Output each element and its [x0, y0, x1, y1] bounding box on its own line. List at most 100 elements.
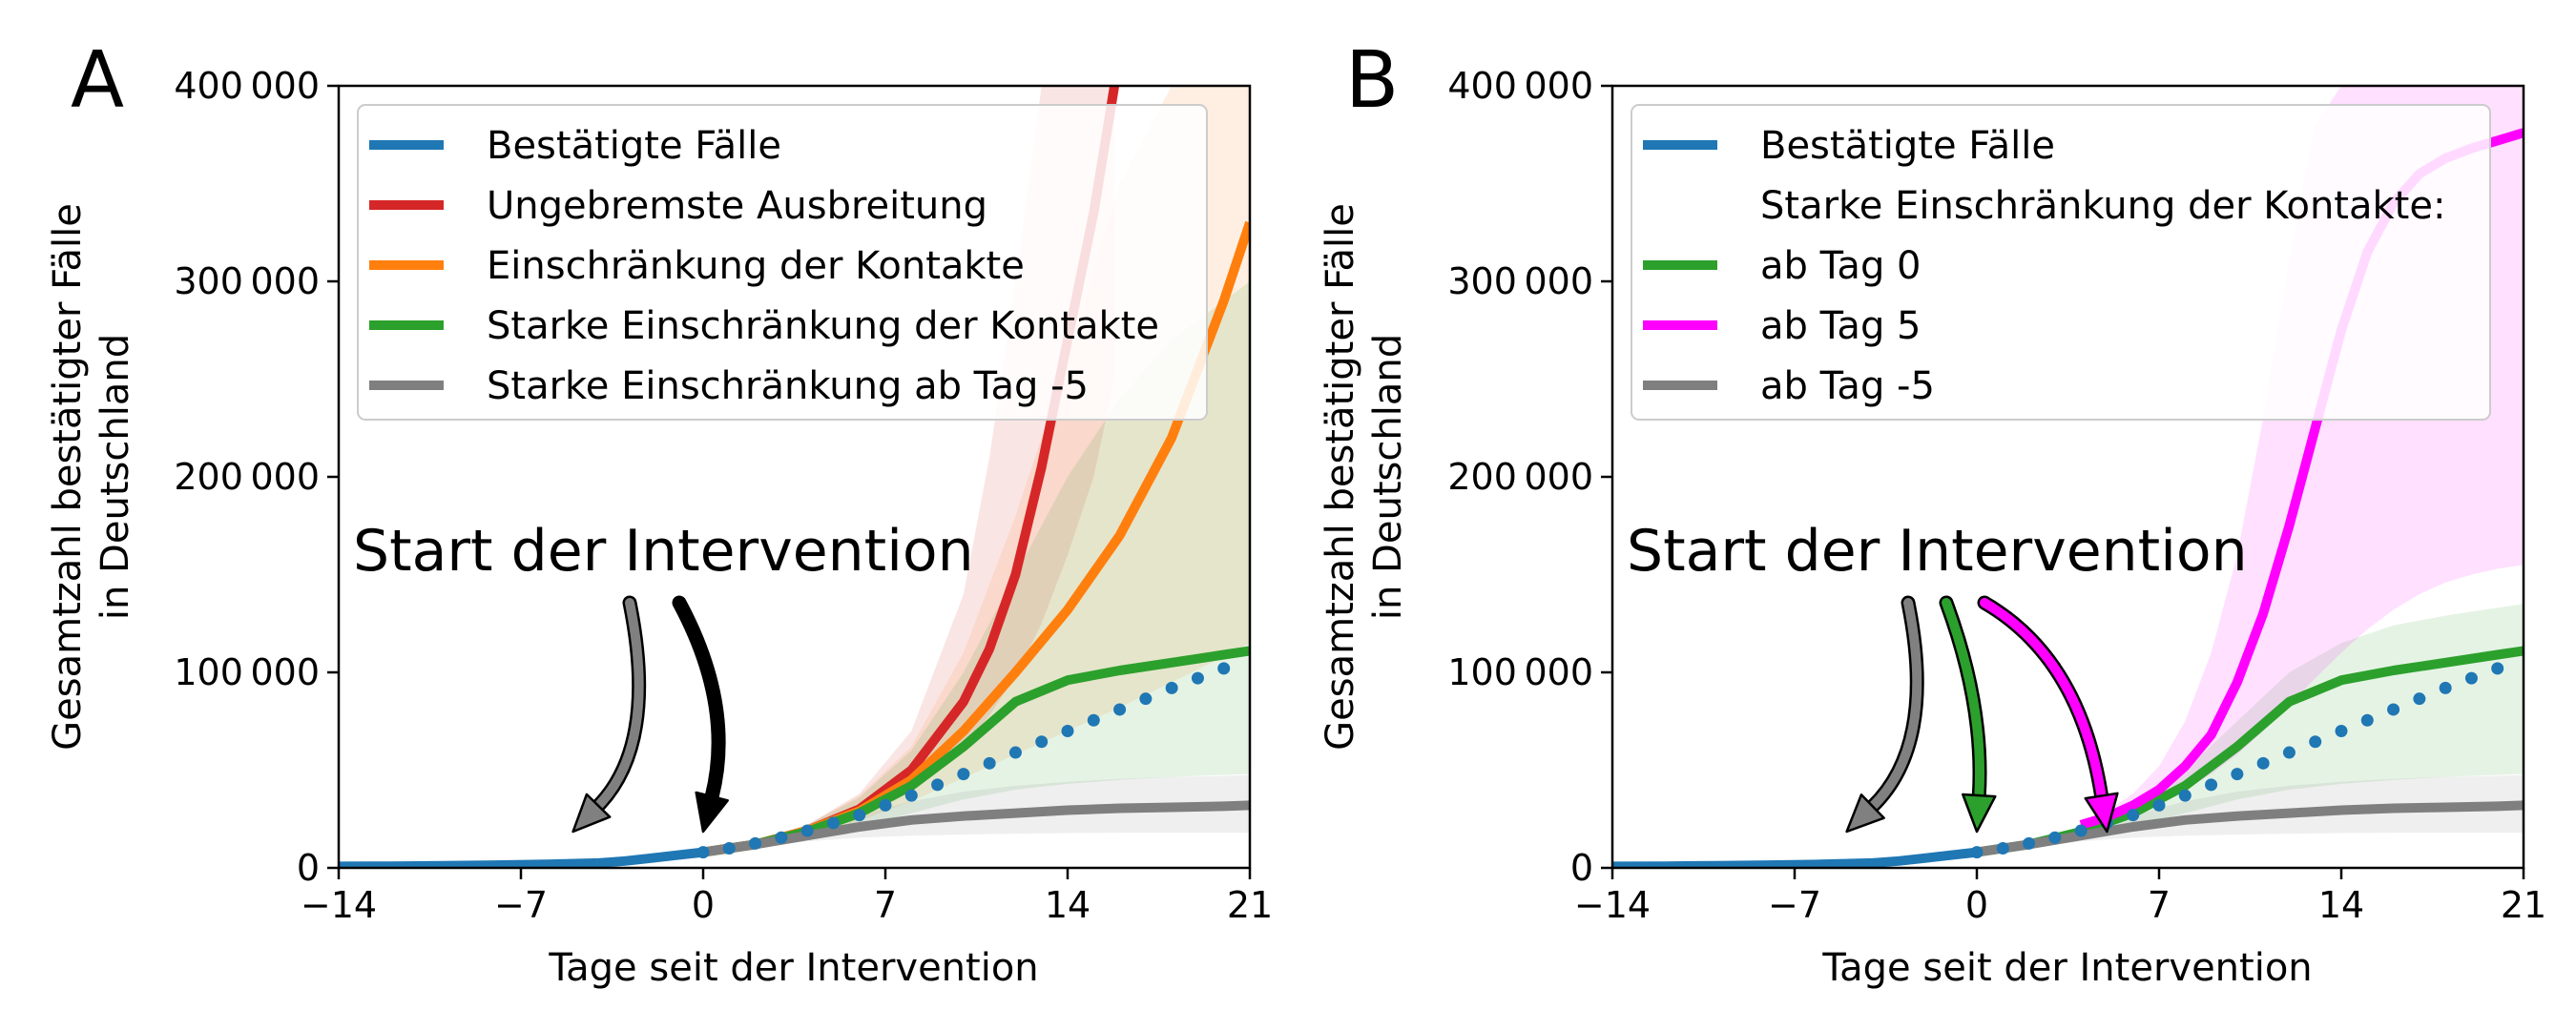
data-point [1035, 735, 1049, 749]
arrow-head [2084, 792, 2119, 834]
y-tick-label: 400 000 [174, 65, 320, 107]
legend-label: Starke Einschränkung ab Tag -5 [487, 364, 1089, 408]
x-tick-label: 21 [1227, 884, 1273, 926]
legend-label: Ungebremste Ausbreitung [487, 184, 987, 228]
arrow-head [571, 793, 612, 834]
data-point [2335, 725, 2348, 737]
series-bestaetigte-faelle-points [696, 662, 1231, 859]
data-point [696, 846, 710, 859]
data-point [2127, 809, 2140, 822]
y-tick-label: 200 000 [174, 456, 320, 498]
series-bestaetigte-faelle-vergangenheit-line [339, 847, 704, 868]
data-point [2282, 746, 2296, 759]
data-point [2023, 836, 2036, 850]
x-tick-label: 7 [2148, 884, 2171, 926]
data-point [2413, 692, 2426, 706]
data-point [1217, 662, 1231, 675]
data-point [1996, 842, 2009, 855]
y-axis-label-line-1: Gesamtzahl bestätigter Fälle [1319, 203, 1362, 751]
intervention-annotation: Start der Intervention [1627, 518, 2248, 585]
data-point [853, 809, 866, 822]
data-point [722, 842, 736, 855]
series-ab-tag-5-line [1976, 800, 2524, 857]
series-bestaetigte-faelle-points [1970, 662, 2504, 859]
series-starke-einschraenkung-ab-tag-5-line [702, 800, 1250, 857]
data-point [826, 816, 840, 830]
intervention-arrow-minus5 [1867, 598, 1922, 812]
x-tick-label: −14 [1574, 884, 1651, 926]
data-point [2439, 681, 2452, 694]
x-axis-label: Tage seit der Intervention [1821, 946, 2312, 990]
legend-box [357, 104, 1208, 421]
data-point [1139, 692, 1153, 706]
data-point [2231, 768, 2244, 781]
panel-b: B −14 −7 0 7 14 21 0 100 000 200 000 300 000 400 … [1319, 35, 2546, 990]
x-tick-label: 0 [1965, 884, 1988, 926]
data-point [775, 831, 788, 844]
legend-box [1631, 104, 2491, 421]
band-starke-einschraenkung-der-kontakte [703, 281, 1250, 853]
arrow-head [1845, 793, 1885, 834]
y-tick-label: 200 000 [1447, 456, 1593, 498]
data-point [1008, 746, 1022, 759]
legend-label: ab Tag -5 [1760, 364, 1935, 408]
data-point [957, 768, 970, 781]
data-point [2048, 831, 2062, 844]
y-tick-label: 0 [297, 847, 320, 889]
arrow-head [695, 791, 729, 834]
x-tick-label: 7 [874, 884, 897, 926]
y-tick-label: 100 000 [174, 651, 320, 693]
x-axis-label: Tage seit der Intervention [548, 946, 1038, 990]
series-bestaetigte-faelle-vergangenheit-line [1612, 847, 1978, 868]
x-tick-label: 0 [692, 884, 715, 926]
data-point [2360, 713, 2374, 727]
x-tick-label: −7 [1768, 884, 1821, 926]
x-tick-label: −14 [301, 884, 377, 926]
panel-label: A [71, 35, 124, 126]
data-point [904, 789, 918, 802]
data-point [800, 824, 814, 837]
data-point [2464, 671, 2478, 685]
data-point [1087, 713, 1100, 727]
data-point [1970, 846, 1984, 859]
data-point [1061, 725, 1074, 737]
data-point [879, 798, 892, 812]
legend-label: Starke Einschränkung der Kontakte: [1760, 184, 2445, 228]
y-tick-label: 400 000 [1447, 65, 1593, 107]
legend-label: Bestätigte Fälle [1760, 124, 2055, 168]
intervention-arrow-minus5 [593, 598, 644, 811]
intervention-arrow-0 [675, 598, 724, 802]
data-point [2309, 735, 2322, 749]
intervention-annotation: Start der Intervention [353, 518, 974, 585]
legend: Bestätigte Fälle Ungebremste Ausbreitung E… [357, 104, 1208, 421]
data-point [1165, 681, 1178, 694]
panel-a: A −14 −7 0 7 14 21 0 100 000 200 000 300 000 400 … [46, 35, 1273, 990]
y-tick-label: 100 000 [1447, 651, 1593, 693]
legend-label: Einschränkung der Kontakte [487, 244, 1025, 288]
data-point [2152, 798, 2166, 812]
data-point [1113, 703, 1127, 716]
arrow-outline [1977, 595, 2109, 803]
data-point [2074, 824, 2088, 837]
legend-label: ab Tag 5 [1760, 304, 1922, 348]
x-tick-label: 14 [2318, 884, 2364, 926]
x-tick-label: 14 [1045, 884, 1091, 926]
y-axis-label-line-2: in Deutschland [93, 334, 137, 620]
data-point [931, 778, 945, 792]
data-point [2178, 789, 2192, 802]
y-tick-label: 0 [1570, 847, 1593, 889]
data-point [2491, 662, 2504, 675]
y-axis-label-line-2: in Deutschland [1366, 334, 1410, 620]
band-ungebremste-ausbreitung [703, 86, 1115, 853]
y-axis-label-line-1: Gesamtzahl bestätigter Fälle [46, 203, 90, 751]
data-point [2256, 756, 2270, 770]
arrow-head [1962, 793, 1997, 834]
intervention-arrow-0 [1942, 598, 1985, 801]
legend-label: Bestätigte Fälle [487, 124, 781, 168]
intervention-arrow-5 [1980, 598, 2107, 801]
y-tick-label: 300 000 [174, 260, 320, 302]
x-tick-label: 21 [2501, 884, 2546, 926]
legend-label: Starke Einschränkung der Kontakte [487, 304, 1159, 348]
y-tick-label: 300 000 [1447, 260, 1593, 302]
